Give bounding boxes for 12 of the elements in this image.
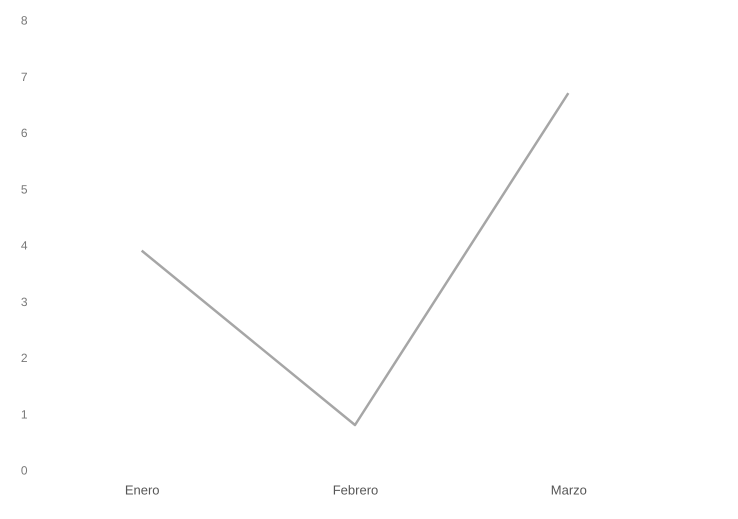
y-tick-label: 4 xyxy=(20,238,28,252)
x-tick-label: Marzo xyxy=(550,482,587,498)
y-tick-label: 0 xyxy=(20,464,28,478)
x-tick-label: Febrero xyxy=(332,482,378,498)
y-tick-label: 7 xyxy=(20,70,28,84)
y-tick-label: 6 xyxy=(20,126,28,140)
y-tick-label: 1 xyxy=(20,407,28,422)
y-tick-label: 8 xyxy=(20,14,28,28)
y-tick-label: 2 xyxy=(20,351,28,365)
y-tick-label: 3 xyxy=(20,294,28,309)
y-tick-label: 5 xyxy=(20,182,28,196)
x-tick-label: Enero xyxy=(124,482,160,498)
